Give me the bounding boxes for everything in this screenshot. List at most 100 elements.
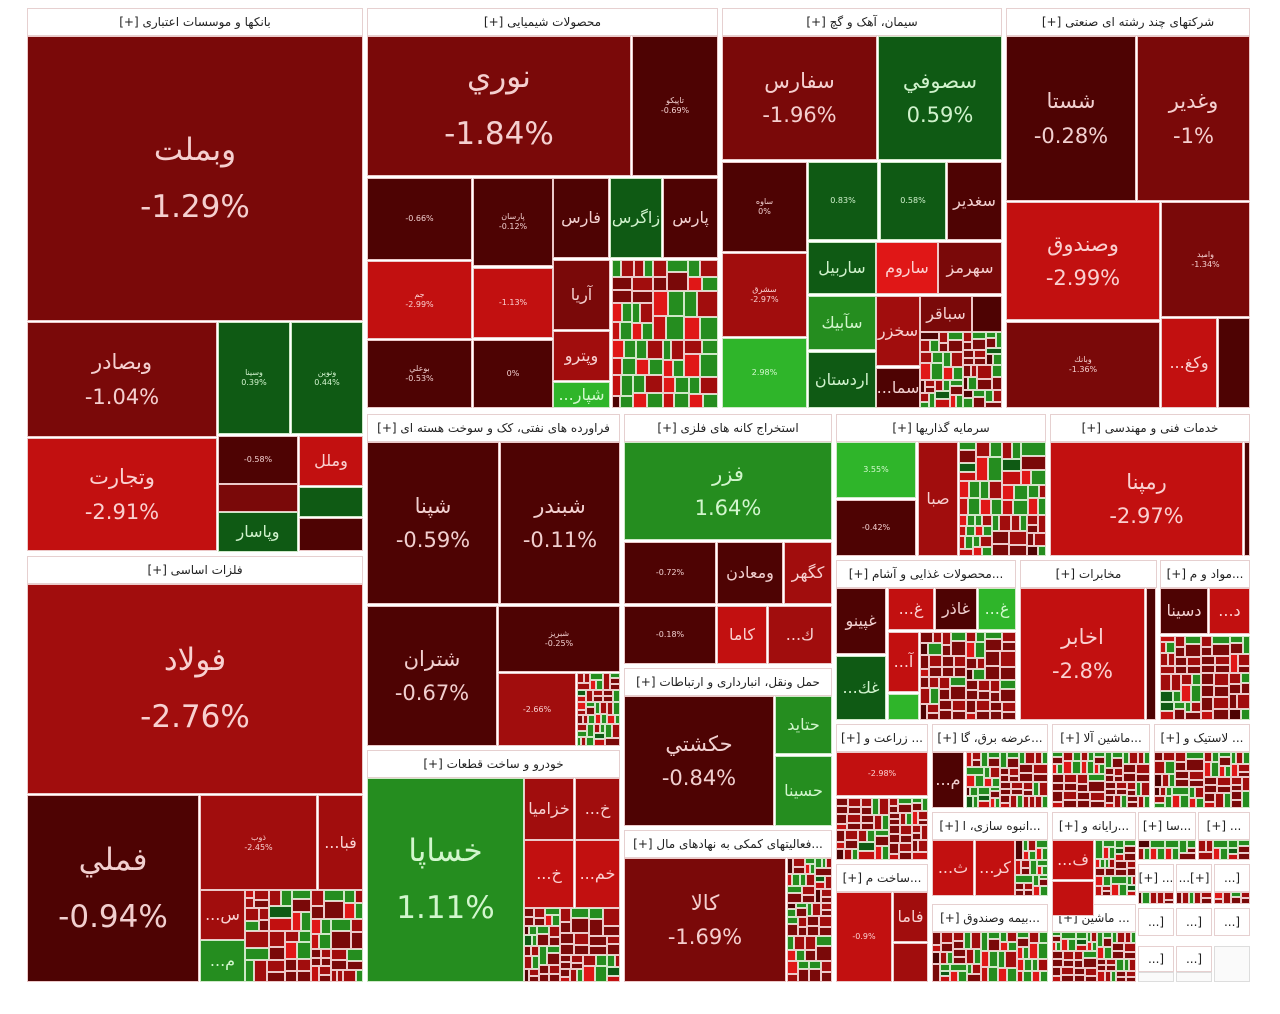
stock-tile[interactable] [893, 943, 928, 982]
stock-tile[interactable] [999, 515, 1011, 531]
stock-tile[interactable] [861, 815, 874, 823]
stock-tile[interactable] [1157, 848, 1165, 860]
stock-tile[interactable]: سغدير [947, 162, 1002, 240]
stock-tile[interactable] [1087, 932, 1091, 942]
stock-tile[interactable] [858, 842, 875, 851]
stock-tile[interactable] [966, 796, 973, 808]
stock-tile[interactable] [889, 843, 899, 854]
stock-tile[interactable] [1063, 951, 1074, 960]
stock-tile[interactable] [337, 970, 343, 982]
stock-tile[interactable] [319, 966, 331, 975]
stock-tile[interactable] [939, 332, 948, 343]
stock-tile[interactable] [607, 936, 620, 944]
stock-tile[interactable] [1231, 897, 1241, 904]
stock-tile[interactable] [1154, 787, 1160, 796]
stock-tile[interactable] [918, 811, 928, 820]
stock-tile[interactable] [1154, 752, 1163, 761]
stock-tile[interactable] [612, 290, 632, 303]
stock-tile[interactable] [1244, 442, 1250, 556]
stock-tile[interactable] [1224, 793, 1231, 808]
stock-tile[interactable] [1002, 500, 1013, 515]
stock-tile[interactable] [560, 922, 571, 933]
stock-tile[interactable] [930, 688, 939, 704]
stock-tile[interactable] [1115, 869, 1127, 876]
stock-tile[interactable] [689, 394, 703, 408]
stock-tile[interactable] [792, 874, 800, 886]
stock-tile[interactable] [990, 692, 1000, 702]
stock-tile[interactable] [594, 733, 605, 739]
stock-tile[interactable] [1230, 654, 1238, 673]
stock-tile[interactable] [983, 526, 992, 536]
stock-tile[interactable] [1103, 847, 1109, 859]
stock-tile[interactable] [343, 970, 356, 982]
stock-tile[interactable] [1040, 886, 1048, 896]
stock-tile[interactable] [1187, 840, 1196, 848]
stock-tile[interactable] [1123, 752, 1129, 764]
stock-tile[interactable] [959, 481, 969, 498]
stock-tile[interactable] [948, 340, 963, 352]
stock-tile[interactable] [1097, 971, 1105, 982]
stock-tile[interactable]: -0.72% [624, 542, 716, 604]
stock-tile[interactable] [1002, 702, 1016, 712]
stock-tile[interactable] [920, 632, 933, 643]
stock-tile[interactable] [1201, 685, 1214, 697]
stock-tile[interactable] [858, 851, 875, 860]
stock-tile[interactable] [1212, 636, 1230, 644]
stock-tile[interactable] [1213, 697, 1229, 709]
stock-tile[interactable] [1136, 782, 1141, 796]
stock-tile[interactable] [560, 977, 570, 982]
stock-tile[interactable] [1094, 757, 1105, 764]
stock-tile[interactable] [610, 684, 620, 690]
stock-tile[interactable] [978, 787, 990, 795]
stock-tile[interactable] [940, 971, 950, 976]
stock-tile[interactable] [1052, 791, 1063, 802]
stock-tile[interactable] [809, 961, 821, 969]
stock-tile[interactable] [1196, 798, 1204, 808]
stock-tile[interactable] [1036, 840, 1048, 848]
stock-tile[interactable] [1204, 802, 1215, 808]
stock-tile[interactable] [982, 547, 992, 556]
stock-tile[interactable] [1103, 840, 1115, 847]
stock-tile[interactable] [1029, 943, 1038, 959]
stock-tile[interactable] [966, 680, 978, 690]
stock-tile[interactable] [898, 798, 912, 804]
stock-tile[interactable] [297, 959, 311, 971]
stock-tile[interactable] [966, 632, 976, 642]
stock-tile[interactable] [577, 710, 586, 715]
stock-tile[interactable] [292, 890, 311, 899]
stock-tile[interactable] [966, 669, 973, 680]
stock-tile[interactable] [815, 876, 825, 882]
stock-tile[interactable] [1165, 840, 1179, 848]
stock-tile[interactable] [836, 806, 848, 814]
stock-tile[interactable] [1000, 768, 1009, 775]
stock-tile[interactable] [583, 966, 595, 982]
stock-tile[interactable] [603, 926, 620, 936]
stock-tile[interactable] [1129, 752, 1138, 764]
stock-tile[interactable] [787, 893, 802, 903]
stock-tile[interactable] [1242, 791, 1250, 808]
stock-tile[interactable] [973, 547, 982, 556]
stock-tile[interactable] [1077, 800, 1090, 808]
stock-tile[interactable] [963, 358, 974, 365]
stock-tile[interactable] [1106, 965, 1116, 971]
stock-tile[interactable] [1204, 762, 1211, 777]
stock-tile[interactable] [959, 472, 976, 481]
stock-tile[interactable] [900, 835, 912, 843]
stock-tile[interactable] [1020, 515, 1027, 531]
stock-tile[interactable] [975, 526, 983, 536]
stock-tile[interactable] [642, 323, 653, 340]
stock-tile[interactable] [311, 890, 324, 906]
stock-tile[interactable] [684, 291, 697, 317]
stock-tile[interactable]: م... [932, 752, 964, 808]
stock-tile[interactable] [331, 919, 351, 931]
stock-tile[interactable] [534, 918, 545, 926]
stock-tile[interactable] [1095, 876, 1103, 886]
stock-tile[interactable] [596, 955, 607, 966]
stock-tile[interactable] [1021, 442, 1046, 456]
stock-tile[interactable] [1160, 674, 1171, 691]
stock-tile[interactable] [889, 825, 900, 834]
stock-tile[interactable] [529, 926, 537, 935]
stock-tile[interactable] [875, 830, 889, 836]
stock-tile[interactable] [612, 303, 622, 322]
sector-header[interactable]: سیمان، آهک و گچ [+] [722, 8, 1002, 36]
